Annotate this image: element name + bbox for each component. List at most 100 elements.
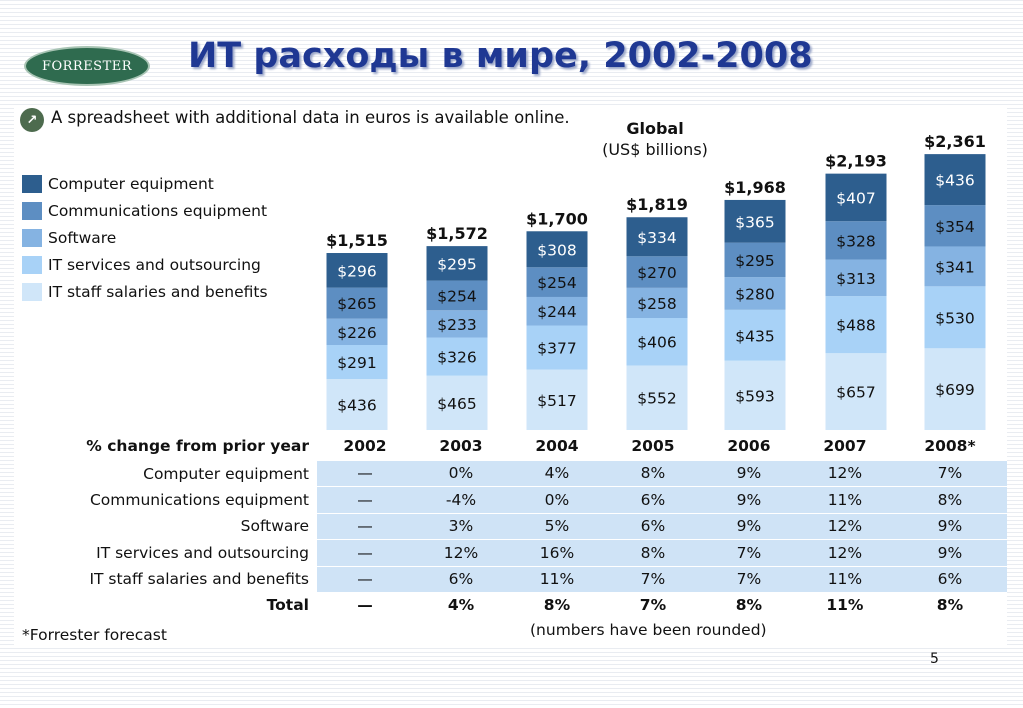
row-label: Software <box>240 517 309 536</box>
forecast-footnote: *Forrester forecast <box>22 626 167 644</box>
bar-segment-communications-equipment <box>326 287 388 319</box>
table-cell: — <box>317 565 413 592</box>
legend-label: Communications equipment <box>48 201 268 220</box>
table-cell: — <box>357 595 373 614</box>
bar-value-label: $313 <box>836 270 875 288</box>
logo-text: FORRESTER <box>41 58 133 74</box>
table-cell: 12% <box>796 512 893 540</box>
bar-segment-communications-equipment <box>426 280 488 311</box>
table-cell: 6% <box>604 486 701 513</box>
rounding-note: (numbers have been rounded) <box>530 621 767 639</box>
table-cell: 0% <box>412 459 509 487</box>
bar-value-label: $365 <box>735 213 774 231</box>
bar-value-label: $291 <box>337 354 376 372</box>
legend-item-it-staff: IT staff salaries and benefits <box>22 278 268 305</box>
table-cell: 4% <box>508 459 605 487</box>
bar-segment-it-staff <box>626 365 688 430</box>
bar-segment-software <box>426 310 488 338</box>
legend-item-communications-equipment: Communications equipment <box>22 197 268 224</box>
bar-value-label: $593 <box>735 387 774 405</box>
bar-value-label: $436 <box>337 397 376 415</box>
bar-total-label: $1,700 <box>526 209 588 228</box>
chart-title: Global (US$ billions) <box>585 118 725 160</box>
bar-value-label: $258 <box>637 295 676 313</box>
bar-segment-communications-equipment <box>626 256 688 288</box>
table-cell: 11% <box>796 486 893 513</box>
bar-value-label: $270 <box>637 264 676 282</box>
table-cell: 16% <box>508 539 605 566</box>
bar-value-label: $295 <box>437 255 476 273</box>
table-cell: 8% <box>936 595 964 614</box>
table-cell: 7% <box>700 565 797 592</box>
table-cell: — <box>317 459 413 487</box>
table-cell: 4% <box>447 595 475 614</box>
bar-value-label: $326 <box>437 349 476 367</box>
bar-total-label: $1,572 <box>426 224 488 243</box>
table-year: 2006 <box>700 433 797 461</box>
row-label: Communications equipment <box>89 490 309 509</box>
table-year: 2007 <box>796 433 893 461</box>
legend-swatch <box>22 228 42 247</box>
bar-value-label: $295 <box>735 252 774 270</box>
legend-item-computer-equipment: Computer equipment <box>22 170 268 197</box>
table-cell: 9% <box>700 512 797 540</box>
legend-item-it-services: IT services and outsourcing <box>22 251 268 278</box>
table-row: Communications equipment — -4% 0% 6% 9% … <box>14 486 1007 513</box>
table-cell: — <box>317 512 413 540</box>
legend-swatch <box>22 282 42 301</box>
bar-value-label: $657 <box>836 384 875 402</box>
table-year: 2003 <box>412 433 509 461</box>
bar-segment-software <box>526 296 588 326</box>
bar-segment-software <box>825 259 887 297</box>
table-cell: 12% <box>412 539 509 566</box>
bar-value-label: $699 <box>935 381 974 399</box>
table-row: Software — 3% 5% 6% 9% 12% 9% <box>14 512 1007 540</box>
bar-value-label: $328 <box>836 232 875 250</box>
table-cell: 7% <box>604 565 701 592</box>
bar-total-label: $1,515 <box>326 231 388 250</box>
bar-segment-it-services <box>526 325 588 370</box>
table-cell: -4% <box>412 486 509 513</box>
legend-swatch <box>22 255 42 274</box>
legend-label: Computer equipment <box>48 174 214 193</box>
bar-value-label: $406 <box>637 334 676 352</box>
bar-segment-computer-equipment <box>825 173 887 222</box>
legend-swatch <box>22 174 42 193</box>
table-total-row: Total — 4% 8% 7% 8% 11% 8% <box>14 592 1007 618</box>
table-cell: 8% <box>604 459 701 487</box>
table-year: 2005 <box>604 433 701 461</box>
legend-label: IT services and outsourcing <box>48 255 261 274</box>
table-cell: 3% <box>412 512 509 540</box>
bar-value-label: $407 <box>836 189 875 207</box>
table-cell: 11% <box>826 595 864 614</box>
bar-value-label: $530 <box>935 309 974 327</box>
table-row: IT staff salaries and benefits — 6% 11% … <box>14 565 1007 592</box>
chart-title-text: Global <box>626 119 684 138</box>
table-cell: 8% <box>735 595 763 614</box>
table-year: 2002 <box>317 433 413 461</box>
bar-segment-computer-equipment <box>626 217 688 257</box>
bar-segment-it-staff <box>326 379 388 430</box>
table-cell: 7% <box>892 459 1007 487</box>
table-year: 2004 <box>508 433 605 461</box>
bar-segment-it-staff <box>426 375 488 430</box>
table-row: IT services and outsourcing — 12% 16% 8%… <box>14 539 1007 566</box>
bar-segment-it-staff <box>924 348 986 430</box>
table-cell: 11% <box>796 565 893 592</box>
row-label: Total <box>266 595 309 614</box>
bar-total-label: $2,193 <box>825 152 887 171</box>
bar-segment-communications-equipment <box>924 205 986 247</box>
table-cell: 0% <box>508 486 605 513</box>
bar-value-label: $280 <box>735 285 774 303</box>
bar-value-label: $488 <box>836 317 875 335</box>
bar-segment-it-staff <box>724 360 786 430</box>
bar-value-label: $244 <box>537 303 576 321</box>
bar-segment-it-services <box>724 309 786 361</box>
bar-segment-software <box>326 318 388 346</box>
table-year: 2008* <box>892 433 1007 461</box>
page-number: 5 <box>930 651 939 667</box>
table-cell: 9% <box>700 486 797 513</box>
table-cell: 6% <box>892 565 1007 592</box>
table-cell: 5% <box>508 512 605 540</box>
legend-label: IT staff salaries and benefits <box>48 282 268 301</box>
